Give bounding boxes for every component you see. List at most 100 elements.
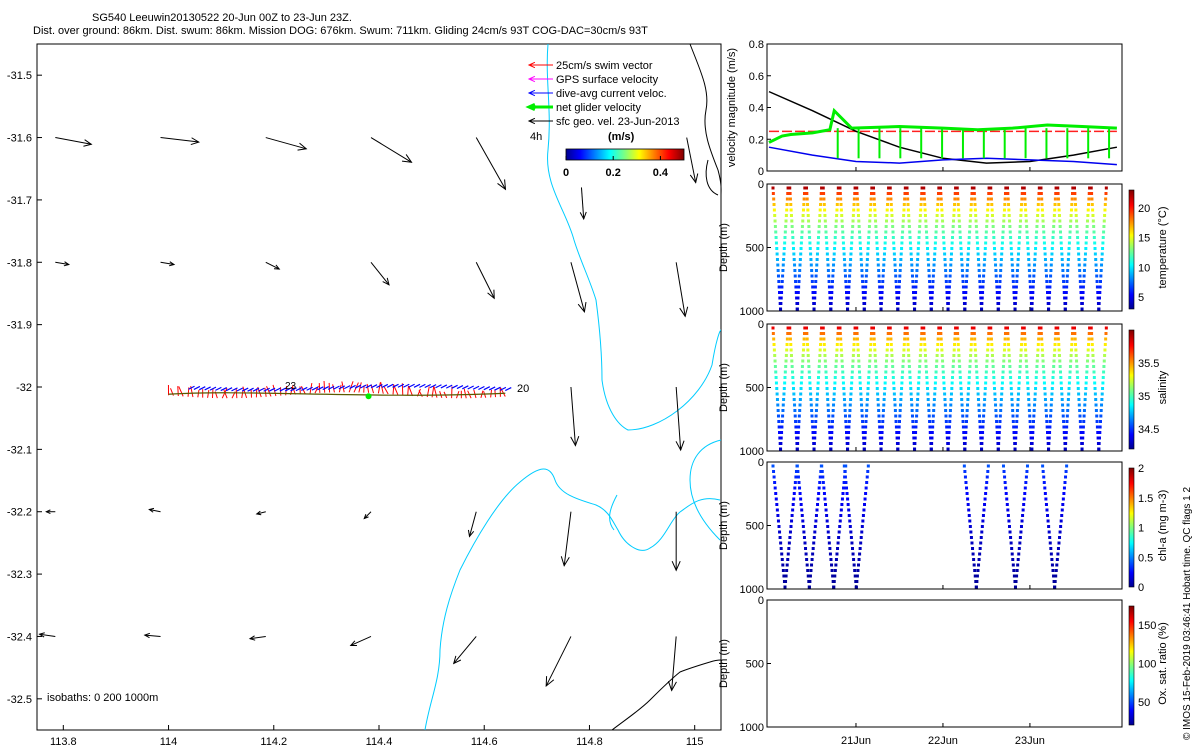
- dive-profile: [1061, 269, 1065, 272]
- dive-profile: [873, 203, 877, 206]
- dive-profile: [875, 376, 879, 379]
- dive-profile: [1103, 348, 1107, 352]
- dive-profile: [1055, 563, 1059, 567]
- dive-profile: [996, 447, 1000, 451]
- dive-profile: [958, 370, 962, 374]
- dive-profile: [892, 241, 896, 245]
- legend-arrow: [527, 61, 553, 69]
- dive-profile: [1062, 420, 1066, 423]
- dive-profile: [985, 354, 989, 357]
- dive-profile: [902, 203, 906, 206]
- dive-profile: [928, 285, 932, 289]
- dive-profile: [893, 258, 897, 261]
- dive-profile: [873, 348, 877, 352]
- dive-profile: [805, 563, 809, 567]
- dive-profile: [865, 263, 869, 267]
- dive-profile: [1057, 343, 1061, 346]
- dive-profile: [906, 208, 910, 212]
- dive-profile: [822, 203, 826, 206]
- dive-profile: [779, 541, 783, 545]
- dive-profile: [1011, 274, 1015, 278]
- dive-profile: [781, 269, 785, 272]
- dive-profile: [809, 263, 813, 267]
- dive-profile: [785, 348, 789, 352]
- dive-profile: [802, 536, 806, 539]
- dive-profile: [1015, 569, 1019, 572]
- dive-profile: [1041, 225, 1045, 228]
- sfc-velocity-vector: [570, 262, 587, 313]
- dive-profile: [833, 574, 837, 578]
- dive-profile: [952, 354, 956, 357]
- dive-profile: [885, 359, 889, 363]
- dive-profile: [852, 343, 856, 346]
- dive-profile: [917, 376, 921, 379]
- dive-profile: [942, 376, 946, 379]
- dive-profile: [965, 492, 969, 495]
- dive-profile: [1029, 291, 1033, 294]
- dive-profile: [1014, 291, 1018, 294]
- dive-profile: [1050, 398, 1054, 401]
- dive-profile: [990, 208, 994, 212]
- dive-profile: [816, 503, 820, 506]
- dive-profile: [914, 420, 918, 423]
- dive-profile: [1003, 337, 1007, 341]
- dive-profile: [796, 470, 800, 473]
- dive-profile: [813, 285, 817, 289]
- dive-profile: [847, 514, 851, 517]
- legend-arrow: [527, 89, 553, 97]
- dive-profile: [986, 343, 990, 346]
- dive-profile: [1058, 530, 1062, 534]
- dive-profile: [1005, 503, 1009, 506]
- dive-profile: [1101, 381, 1105, 385]
- dive-profile: [812, 302, 816, 305]
- dive-profile: [1044, 269, 1048, 272]
- dive-profile: [1103, 214, 1107, 217]
- dive-profile: [959, 247, 963, 250]
- dive-profile: [816, 381, 820, 385]
- dive-profile: [775, 392, 779, 396]
- dive-profile: [784, 580, 788, 583]
- dive-profile: [971, 547, 975, 550]
- series-line-net: [768, 107, 1117, 144]
- dive-profile: [851, 225, 855, 228]
- dive-profile: [863, 436, 867, 440]
- dive-profile: [1043, 492, 1047, 495]
- dive-profile: [1050, 558, 1054, 561]
- dive-profile: [836, 541, 840, 545]
- map-y-tick-label: -32.5: [7, 694, 32, 706]
- dive-profile: [923, 203, 927, 206]
- dive-profile: [1053, 337, 1057, 341]
- dive-profile: [976, 247, 980, 250]
- dive-profile: [857, 230, 861, 234]
- dive-profile: [875, 381, 879, 385]
- dive-profile: [1093, 392, 1097, 396]
- dive-profile: [945, 431, 949, 434]
- dive-profile: [944, 409, 948, 412]
- dive-profile: [1082, 280, 1086, 283]
- dive-profile: [1086, 354, 1090, 357]
- date-tick-label: 22Jun: [928, 735, 958, 747]
- dive-profile: [868, 214, 872, 217]
- dive-profile: [919, 337, 923, 341]
- dive-profile: [1025, 376, 1029, 379]
- dive-profile: [781, 263, 785, 267]
- dive-profile: [1074, 354, 1078, 357]
- dive-profile: [1084, 376, 1088, 379]
- dive-profile: [805, 186, 808, 190]
- legend-label: dive-avg current veloc.: [556, 88, 667, 100]
- dive-profile: [799, 247, 803, 250]
- dive-profile: [1070, 197, 1074, 201]
- dive-profile: [834, 225, 838, 228]
- dive-profile: [975, 580, 979, 583]
- dive-profile: [860, 403, 864, 407]
- dive-profile: [1070, 343, 1074, 346]
- dive-profile: [965, 420, 969, 423]
- dive-profile: [822, 486, 826, 490]
- dive-profile: [1020, 337, 1024, 341]
- map-x-tick-label: 114.2: [260, 736, 287, 748]
- dac-vector: [204, 386, 211, 391]
- dive-profile: [874, 370, 878, 374]
- dive-profile: [1086, 208, 1090, 212]
- dive-profile: [819, 337, 823, 341]
